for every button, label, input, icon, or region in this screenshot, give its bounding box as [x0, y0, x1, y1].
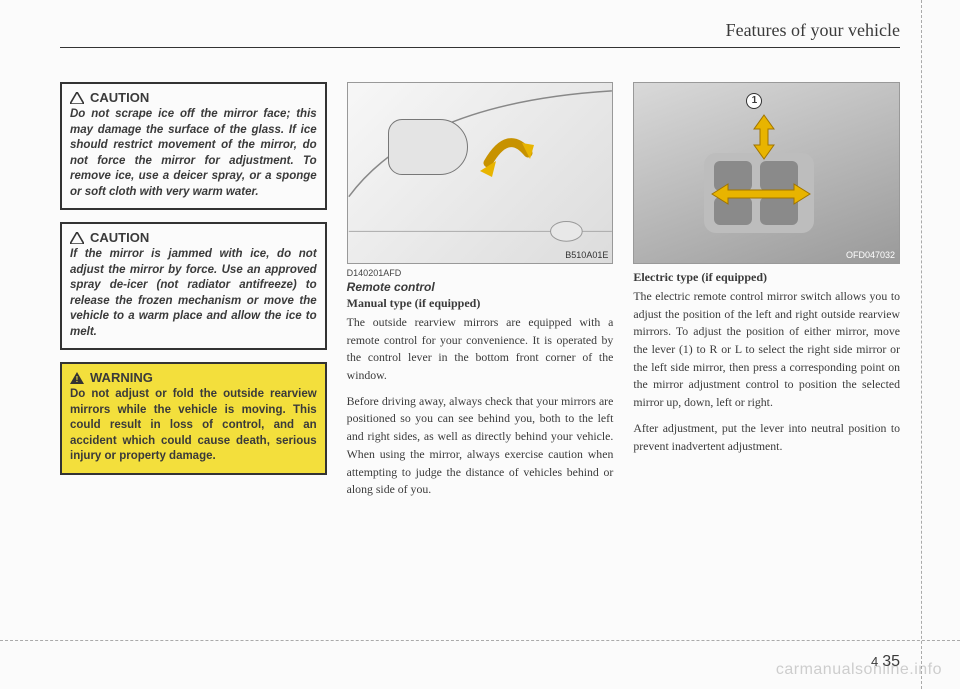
para-electric-2: After adjustment, put the lever into neu… — [633, 420, 900, 455]
warning-text: Do not adjust or fold the outside rearvi… — [70, 387, 317, 465]
para-manual-2: Before driving away, always check that y… — [347, 393, 614, 499]
warning-label: WARNING — [90, 370, 153, 385]
figure-mirror-electric: 1 OFD047032 — [633, 82, 900, 264]
figure-mirror-manual: B510A01E — [347, 82, 614, 264]
callout-badge-1: 1 — [746, 93, 762, 109]
electric-type-head: Electric type (if equipped) — [633, 270, 900, 285]
col-1: CAUTION Do not scrape ice off the mirror… — [60, 82, 327, 507]
figure-1-tag: B510A01E — [565, 250, 608, 260]
remote-control-head: Remote control — [347, 280, 614, 294]
arrow-horizontal-icon — [706, 181, 816, 207]
para-manual-1: The outside rearview mirrors are equippe… — [347, 314, 614, 385]
watermark: carmanualsonline.info — [776, 661, 942, 679]
para-electric-1: The electric remote control mirror switc… — [633, 288, 900, 412]
caution-1-head: CAUTION — [70, 90, 317, 105]
warning-box: ! WARNING Do not adjust or fold the outs… — [60, 362, 327, 475]
caution-1-label: CAUTION — [90, 90, 149, 105]
caution-2-label: CAUTION — [90, 230, 149, 245]
page-content: Features of your vehicle CAUTION Do not … — [60, 20, 900, 507]
col-3: 1 OFD047032 Electric type (if equipped) … — [633, 82, 900, 507]
caution-2-text: If the mirror is jammed with ice, do not… — [70, 247, 317, 340]
warning-icon: ! — [70, 372, 84, 384]
caution-icon — [70, 92, 84, 104]
svg-text:!: ! — [76, 375, 79, 384]
footer-dashed-line — [0, 640, 960, 641]
figure-2-tag: OFD047032 — [846, 250, 895, 260]
chapter-title: Features of your vehicle — [60, 20, 900, 48]
mirror-shape — [388, 119, 468, 175]
side-dashed-line — [921, 0, 922, 689]
arrow-adjust-icon — [478, 123, 538, 183]
ref-code: D140201AFD — [347, 268, 614, 278]
arrow-vertical-icon — [750, 109, 778, 165]
manual-type-head: Manual type (if equipped) — [347, 296, 614, 311]
caution-box-1: CAUTION Do not scrape ice off the mirror… — [60, 82, 327, 210]
caution-1-text: Do not scrape ice off the mirror face; t… — [70, 107, 317, 200]
caution-icon — [70, 232, 84, 244]
caution-box-2: CAUTION If the mirror is jammed with ice… — [60, 222, 327, 350]
caution-2-head: CAUTION — [70, 230, 317, 245]
column-layout: CAUTION Do not scrape ice off the mirror… — [60, 82, 900, 507]
warning-head: ! WARNING — [70, 370, 317, 385]
col-2: B510A01E D140201AFD Remote control Manua… — [347, 82, 614, 507]
